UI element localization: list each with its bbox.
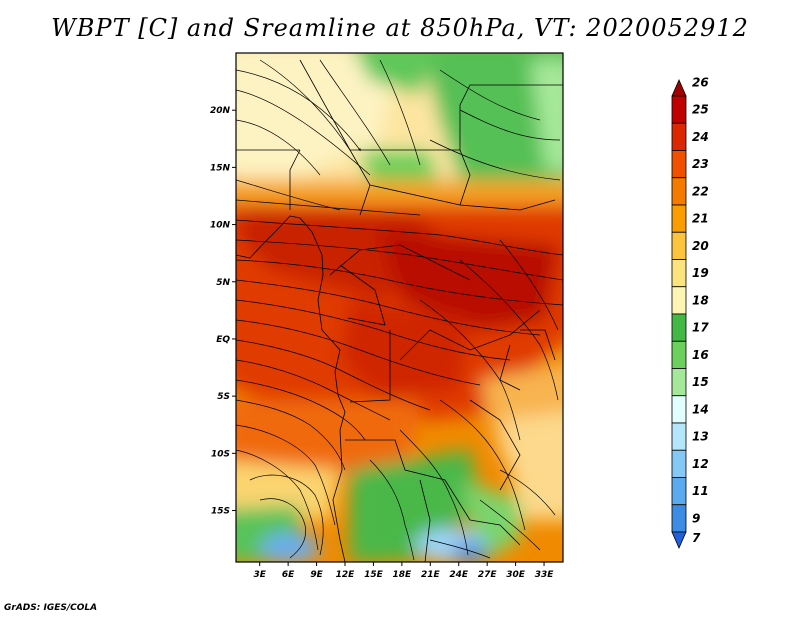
lat-tick-label: 5S [217, 392, 230, 402]
colorbar-label: 16 [692, 348, 709, 362]
country-boundaries [236, 59, 563, 562]
colorbar-label: 21 [692, 212, 709, 226]
lon-tick-label: 15E [364, 570, 384, 580]
lon-tick-label: 33E [535, 570, 555, 580]
lat-tick-label: 10N [210, 221, 231, 231]
lon-tick-label: 3E [253, 570, 266, 580]
colorbar-swatch [671, 449, 687, 478]
colorbar-swatch [671, 531, 687, 549]
colorbar-label: 23 [692, 157, 709, 171]
colorbar-label: 25 [692, 103, 709, 117]
colorbar-swatch [671, 79, 687, 97]
colorbar-swatch [671, 95, 687, 124]
colorbar-swatch [671, 122, 687, 151]
map-title: WBPT [C] and Sreamline at 850hPa, VT: 20… [51, 14, 749, 42]
colorbar-label: 20 [692, 239, 709, 253]
colorbar-label: 22 [692, 184, 709, 198]
colorbar-swatch [671, 150, 687, 179]
colorbar-label: 15 [692, 375, 709, 389]
colorbar-label: 24 [692, 130, 709, 144]
colorbar-label: 7 [692, 531, 701, 545]
lat-tick-label: 10S [211, 449, 230, 459]
lat-tick-label: EQ [216, 335, 230, 345]
colorbar-swatch [671, 259, 687, 288]
map-frame [235, 52, 564, 563]
lat-tick-label: 15S [211, 507, 230, 517]
lon-tick-label: 9E [310, 570, 323, 580]
grads-credit: GrADS: IGES/COLA [4, 603, 98, 613]
colorbar-swatch [671, 504, 687, 533]
colorbar-swatch [671, 313, 687, 342]
colorbar-label: 19 [692, 266, 709, 280]
colorbar-label: 13 [692, 430, 709, 444]
colorbar-swatch [671, 231, 687, 260]
lon-tick-label: 21E [421, 570, 441, 580]
wbpt-field [236, 53, 563, 562]
colorbar-label: 9 [692, 511, 700, 525]
colorbar-label: 26 [692, 75, 709, 89]
colorbar-label: 12 [692, 457, 709, 471]
lon-tick-label: 27E [478, 570, 498, 580]
colorbar-swatch [671, 286, 687, 315]
lon-tick-label: 12E [336, 570, 356, 580]
colorbar-label: 17 [692, 321, 709, 335]
colorbar-swatch [671, 422, 687, 451]
streamlines [236, 59, 563, 561]
lon-tick-label: 30E [506, 570, 526, 580]
lon-tick-label: 24E [449, 570, 469, 580]
lon-tick-label: 6E [282, 570, 295, 580]
longitude-axis: 3E 6E 9E 12E 15E 18E 21E 24E 27E 30E 33E [253, 562, 554, 580]
colorbar-label: 18 [692, 293, 709, 307]
lat-tick-label: 5N [216, 278, 230, 288]
lon-tick-label: 18E [393, 570, 413, 580]
colorbar-swatch [671, 395, 687, 424]
lat-tick-label: 20N [210, 106, 231, 116]
colorbar-swatch [671, 477, 687, 506]
colorbar: 26 25 24 23 22 21 20 19 18 17 16 15 14 13 12 11 9 7 [671, 75, 709, 549]
colorbar-swatch [671, 368, 687, 397]
colorbar-swatch [671, 204, 687, 233]
colorbar-swatch [671, 177, 687, 206]
colorbar-swatch [671, 340, 687, 369]
colorbar-label: 11 [692, 484, 709, 498]
colorbar-label: 14 [692, 402, 709, 416]
lat-tick-label: 15N [210, 163, 231, 173]
latitude-axis: 20N 15N 10N 5N EQ 5S 10S 15S [210, 106, 236, 517]
